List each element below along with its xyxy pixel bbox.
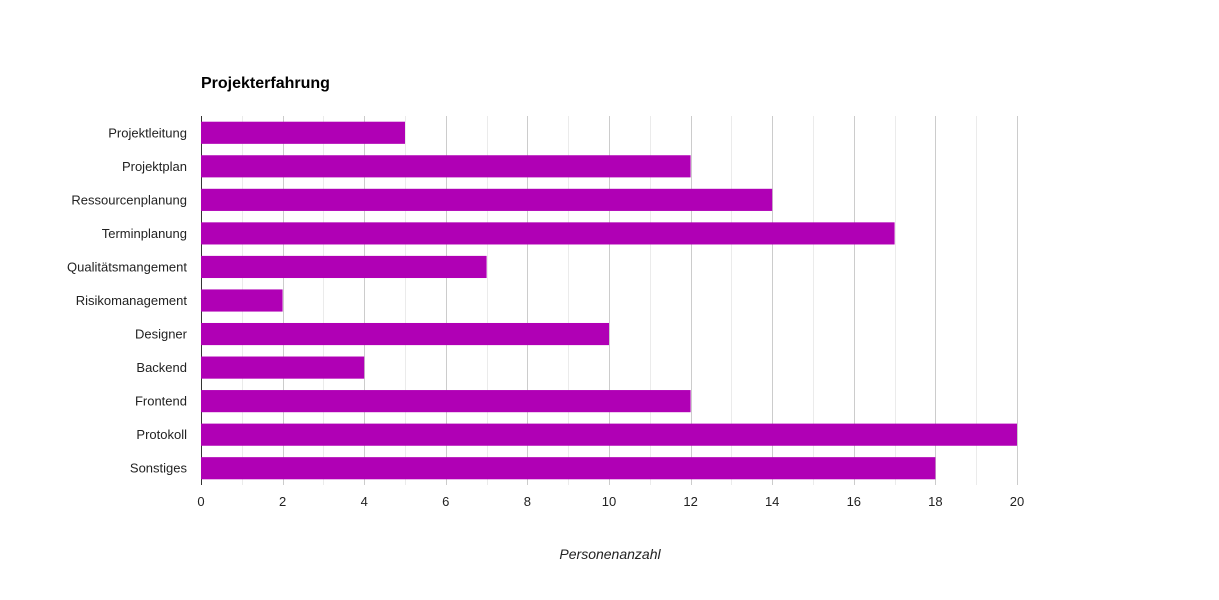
category-label: Backend xyxy=(136,360,187,375)
bar xyxy=(201,255,487,279)
category-label: Risikomanagement xyxy=(76,293,188,308)
category-label: Sonstiges xyxy=(130,461,188,476)
bar xyxy=(201,423,1017,446)
x-tick-label: 20 xyxy=(1010,494,1024,509)
category-label: Frontend xyxy=(135,394,187,409)
x-tick-label: 18 xyxy=(928,494,942,509)
x-tick-label: 2 xyxy=(279,494,286,509)
category-label: Designer xyxy=(135,327,188,342)
bar xyxy=(201,457,936,480)
chart-title: Projekterfahrung xyxy=(201,75,330,92)
category-label: Ressourcenplanung xyxy=(71,192,187,207)
bar xyxy=(201,390,691,413)
bars xyxy=(201,121,1017,480)
bar xyxy=(201,188,773,211)
category-label: Projektleitung xyxy=(108,125,187,140)
category-label: Projektplan xyxy=(122,159,187,174)
bar xyxy=(201,155,691,178)
category-label: Protokoll xyxy=(136,427,187,442)
x-tick-label: 8 xyxy=(524,494,531,509)
x-tick-labels: 0 2 4 6 8 10 12 14 16 18 20 xyxy=(197,494,1024,509)
x-tick-label: 14 xyxy=(765,494,779,509)
x-tick-label: 0 xyxy=(197,494,204,509)
x-tick-label: 4 xyxy=(361,494,368,509)
category-label: Qualitätsmangement xyxy=(67,259,187,274)
bar xyxy=(201,289,283,312)
x-axis-title: Personenanzahl xyxy=(559,546,661,562)
x-tick-label: 10 xyxy=(602,494,616,509)
category-labels: Projektleitung Projektplan Ressourcenplanu… xyxy=(67,125,188,475)
bar xyxy=(201,222,895,245)
x-tick-label: 6 xyxy=(442,494,449,509)
gridlines xyxy=(201,116,1018,485)
bar xyxy=(201,356,365,379)
x-tick-label: 12 xyxy=(683,494,697,509)
x-tick-label: 16 xyxy=(847,494,861,509)
bar xyxy=(201,322,609,346)
category-label: Terminplanung xyxy=(102,226,187,241)
bar xyxy=(201,121,405,144)
